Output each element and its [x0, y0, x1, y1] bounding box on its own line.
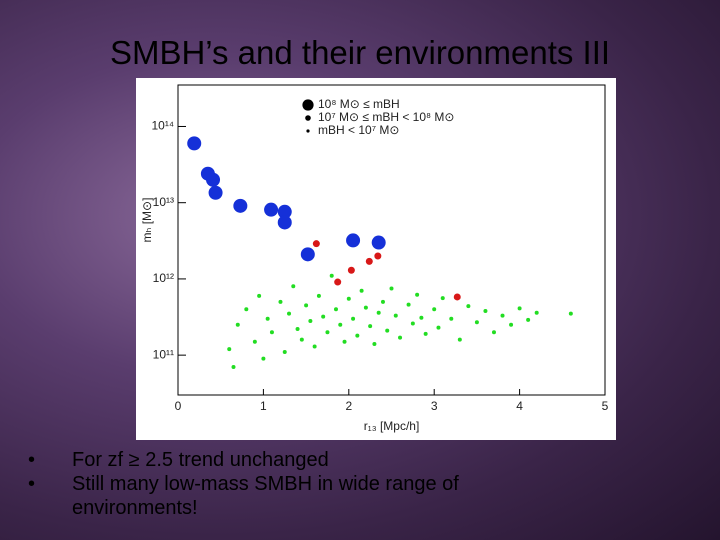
point	[282, 349, 287, 354]
point	[287, 311, 292, 316]
point	[342, 339, 347, 344]
point	[374, 252, 382, 260]
point	[466, 304, 471, 309]
point	[208, 185, 223, 200]
point	[534, 310, 539, 315]
point	[329, 273, 334, 278]
point	[295, 327, 300, 332]
point	[376, 310, 381, 315]
plot-frame	[177, 84, 606, 396]
point	[385, 328, 390, 333]
point	[410, 321, 415, 326]
point	[227, 347, 232, 352]
bullet: For zf ≥ 2.5 trend unchanged	[28, 448, 588, 472]
point	[334, 278, 342, 286]
point	[365, 257, 373, 265]
point	[359, 288, 364, 293]
point	[436, 325, 441, 330]
x-tick-label: 4	[516, 399, 523, 413]
point	[372, 342, 377, 347]
point	[371, 235, 386, 250]
y-tick-label: 10¹³	[153, 195, 174, 209]
point	[233, 198, 248, 213]
point	[264, 202, 279, 217]
point	[380, 299, 385, 304]
point	[300, 247, 315, 262]
y-tick-label: 10¹⁴	[152, 119, 175, 133]
point	[393, 313, 398, 318]
x-tick-label: 5	[602, 399, 609, 413]
point	[277, 204, 292, 219]
point	[338, 322, 343, 327]
point	[398, 335, 403, 340]
point	[299, 337, 304, 342]
point	[363, 305, 368, 310]
point	[432, 307, 437, 312]
point	[269, 330, 274, 335]
x-axis-label: r₁₃ [Mpc/h]	[364, 419, 420, 433]
point	[316, 293, 321, 298]
x-tick-label: 3	[431, 399, 438, 413]
x-tick-label: 0	[175, 399, 182, 413]
point	[474, 320, 479, 325]
legend-label: mBH < 10⁷ M⊙	[318, 123, 399, 137]
point	[500, 313, 505, 318]
point	[265, 316, 270, 321]
y-axis-label: mₕ [M⊙]	[140, 198, 154, 243]
point	[415, 292, 420, 297]
point	[368, 324, 373, 329]
point	[449, 316, 454, 321]
bullet-list: For zf ≥ 2.5 trend unchanged Still many …	[28, 448, 588, 520]
point	[277, 215, 292, 230]
point	[278, 299, 283, 304]
chart: 0 1 2 3 4 5 10¹¹ 10¹² 10¹³ 10¹⁴ r₁₃ [Mpc/h] mₕ [M⊙]…	[136, 78, 616, 440]
point	[257, 293, 262, 298]
point	[206, 172, 221, 187]
point	[568, 311, 573, 316]
point	[453, 293, 461, 301]
point	[440, 296, 445, 301]
point	[304, 303, 309, 308]
x-tick-label: 1	[260, 399, 267, 413]
legend-marker	[302, 99, 314, 111]
point	[252, 339, 257, 344]
point	[308, 319, 313, 324]
point	[347, 266, 355, 274]
point	[187, 136, 202, 151]
point	[517, 306, 522, 311]
point	[312, 344, 317, 349]
point	[321, 314, 326, 319]
point	[483, 308, 488, 313]
point	[346, 296, 351, 301]
point	[244, 307, 249, 312]
point	[261, 356, 266, 361]
point	[406, 302, 411, 307]
y-tick-label: 10¹¹	[153, 347, 174, 361]
point	[491, 330, 496, 335]
legend-marker	[305, 115, 311, 121]
point	[423, 331, 428, 336]
bullet: Still many low-mass SMBH in wide range o…	[28, 472, 588, 520]
slide-title: SMBH’s and their environments III	[109, 34, 611, 71]
legend-label: 10⁸ M⊙ ≤ mBH	[318, 97, 400, 111]
point	[235, 322, 240, 327]
point	[325, 330, 330, 335]
point	[355, 333, 360, 338]
point	[333, 307, 338, 312]
point	[346, 233, 361, 248]
legend-marker	[306, 129, 310, 133]
point	[526, 317, 531, 322]
point	[389, 286, 394, 291]
point	[419, 315, 424, 320]
point	[457, 337, 462, 342]
point	[351, 316, 356, 321]
legend-label: 10⁷ M⊙ ≤ mBH < 10⁸ M⊙	[318, 110, 454, 124]
y-tick-label: 10¹²	[153, 271, 174, 285]
point	[312, 240, 320, 248]
point	[509, 322, 514, 327]
point	[291, 284, 296, 289]
point	[231, 364, 236, 369]
x-tick-label: 2	[345, 399, 352, 413]
